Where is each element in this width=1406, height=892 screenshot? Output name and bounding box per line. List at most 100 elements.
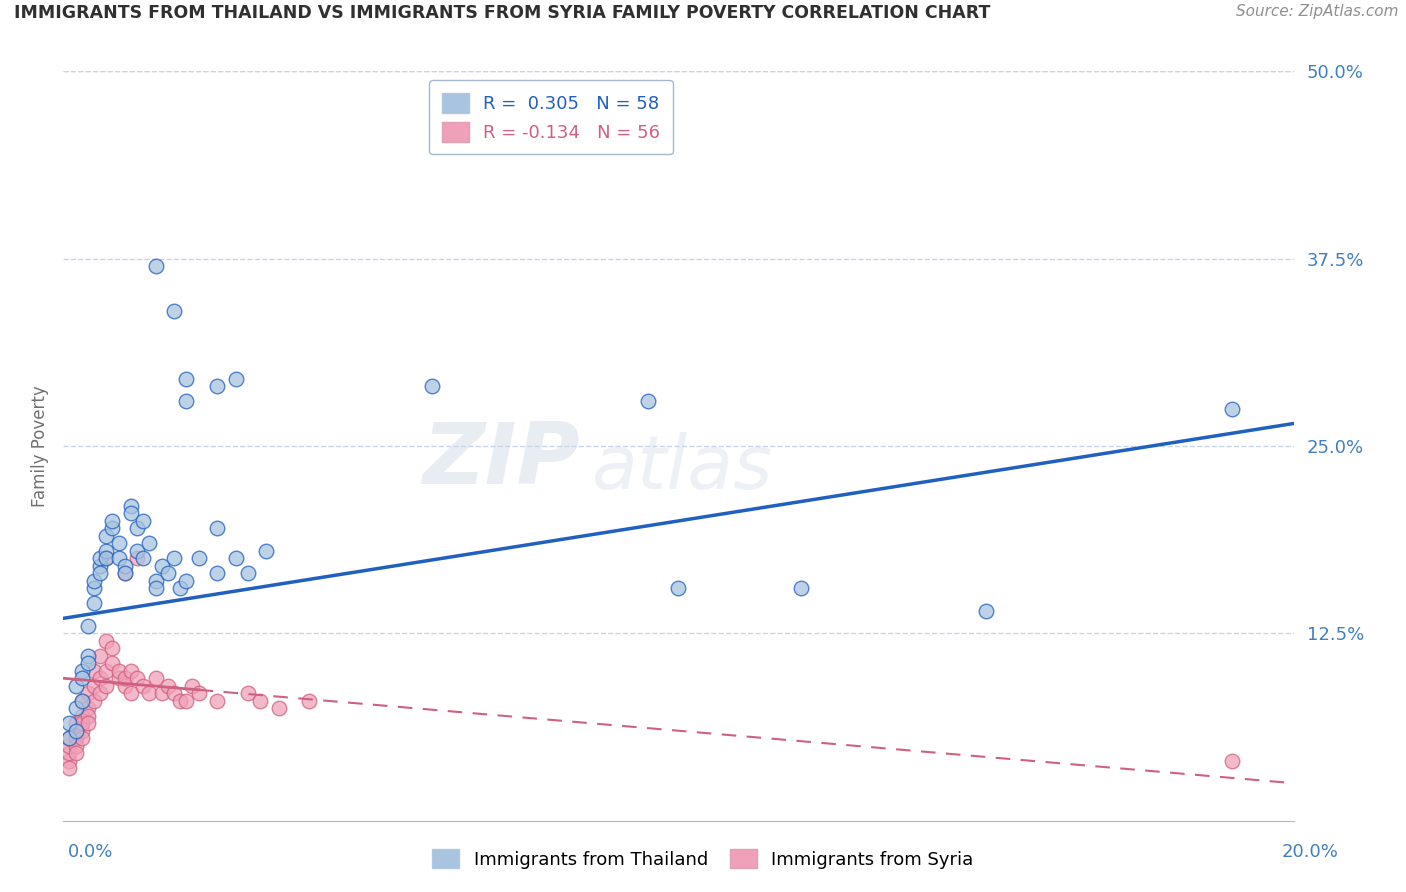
Point (70, 731, 93, 746)
Point (974, 604, 997, 618)
Point (163, 686, 186, 700)
Point (89, 671, 111, 685)
Point (83, 596, 105, 610)
Text: ZIP: ZIP (422, 419, 579, 502)
Point (138, 536, 160, 550)
Point (76, 701, 98, 715)
Point (127, 671, 148, 685)
Point (790, 582, 813, 596)
Point (205, 566, 228, 581)
Point (58, 739, 80, 753)
Point (181, 679, 204, 693)
Point (76, 657, 98, 671)
Point (236, 686, 259, 700)
Point (101, 641, 124, 656)
Point (127, 521, 148, 535)
Point (145, 671, 167, 685)
Point (114, 558, 136, 573)
Point (114, 671, 136, 685)
Point (58, 716, 80, 731)
Point (107, 664, 129, 678)
Point (132, 679, 155, 693)
Point (70, 716, 93, 731)
Point (120, 664, 142, 678)
Point (58, 754, 80, 768)
Point (107, 671, 129, 685)
Point (114, 679, 136, 693)
Point (163, 551, 186, 566)
Point (76, 686, 98, 700)
Point (1220, 401, 1243, 416)
Point (70, 671, 93, 685)
Point (163, 304, 186, 318)
Point (127, 544, 148, 558)
Point (174, 394, 197, 409)
Point (89, 648, 111, 663)
Point (174, 694, 197, 708)
Point (89, 558, 111, 573)
Point (89, 566, 111, 581)
Point (205, 694, 228, 708)
Point (83, 574, 105, 588)
Point (65, 701, 87, 715)
Point (120, 499, 142, 513)
Point (187, 551, 209, 566)
Point (107, 536, 129, 550)
Point (145, 259, 167, 273)
Point (96, 551, 118, 566)
Point (156, 679, 179, 693)
Point (65, 723, 87, 738)
Point (298, 694, 321, 708)
Point (114, 566, 136, 581)
Point (89, 551, 111, 566)
Text: 0.0%: 0.0% (67, 843, 112, 861)
Point (70, 694, 93, 708)
Point (65, 723, 87, 738)
Point (58, 731, 80, 746)
Point (236, 566, 259, 581)
Point (101, 521, 124, 535)
Point (145, 582, 167, 596)
Text: atlas: atlas (592, 433, 773, 505)
Text: IMMIGRANTS FROM THAILAND VS IMMIGRANTS FROM SYRIA FAMILY POVERTY CORRELATION CHA: IMMIGRANTS FROM THAILAND VS IMMIGRANTS F… (14, 4, 990, 22)
Point (70, 723, 93, 738)
Point (96, 529, 118, 543)
Point (187, 686, 209, 700)
Y-axis label: Family Poverty: Family Poverty (31, 385, 49, 507)
Point (205, 521, 228, 535)
Point (76, 648, 98, 663)
Point (169, 582, 191, 596)
Point (101, 657, 124, 671)
Point (205, 379, 228, 393)
Point (70, 694, 93, 708)
Point (65, 716, 87, 731)
Point (267, 701, 290, 715)
Point (89, 686, 111, 700)
Point (83, 694, 105, 708)
Point (254, 544, 277, 558)
Point (127, 551, 148, 566)
Text: 20.0%: 20.0% (1282, 843, 1339, 861)
Point (96, 633, 118, 648)
Point (70, 664, 93, 678)
Point (83, 679, 105, 693)
Point (96, 551, 118, 566)
Legend: Immigrants from Thailand, Immigrants from Syria: Immigrants from Thailand, Immigrants fro… (425, 841, 981, 876)
Point (145, 574, 167, 588)
Text: Source: ZipAtlas.com: Source: ZipAtlas.com (1236, 4, 1399, 20)
Point (156, 566, 179, 581)
Point (96, 679, 118, 693)
Point (1220, 754, 1243, 768)
Point (174, 574, 197, 588)
Point (76, 716, 98, 731)
Point (132, 551, 155, 566)
Point (150, 686, 173, 700)
Point (225, 371, 247, 385)
Point (65, 679, 87, 693)
Point (169, 694, 191, 708)
Point (58, 746, 80, 760)
Point (96, 664, 118, 678)
Point (65, 739, 87, 753)
Point (83, 582, 105, 596)
Point (422, 379, 444, 393)
